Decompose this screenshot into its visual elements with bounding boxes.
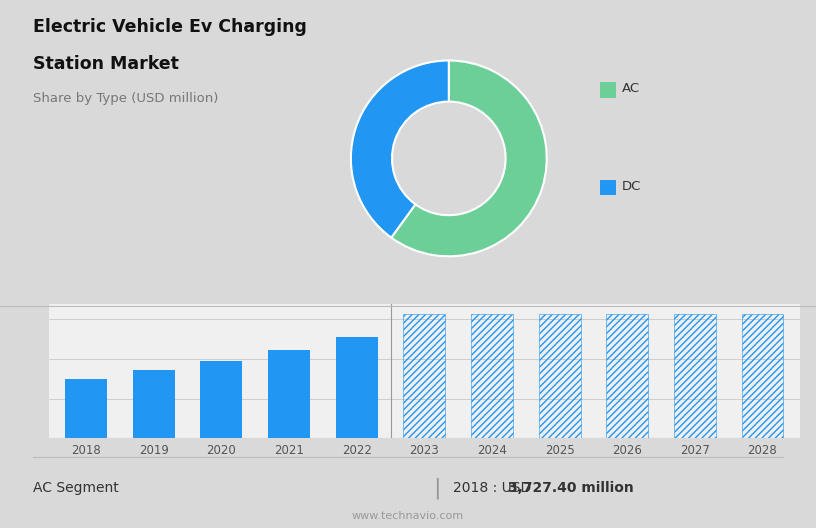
Bar bbox=[742, 314, 783, 438]
Bar bbox=[606, 314, 648, 438]
Bar bbox=[674, 314, 716, 438]
Text: 2018 : USD: 2018 : USD bbox=[453, 482, 535, 495]
Bar bbox=[335, 337, 378, 438]
Text: 3,727.40 million: 3,727.40 million bbox=[508, 482, 633, 495]
Text: DC: DC bbox=[622, 180, 641, 193]
Bar bbox=[403, 314, 446, 438]
Text: AC: AC bbox=[622, 82, 640, 95]
Text: www.technavio.com: www.technavio.com bbox=[352, 512, 464, 521]
Bar bbox=[65, 379, 107, 438]
Text: AC Segment: AC Segment bbox=[33, 482, 118, 495]
Text: Electric Vehicle Ev Charging: Electric Vehicle Ev Charging bbox=[33, 18, 307, 36]
Wedge shape bbox=[351, 61, 449, 238]
Bar bbox=[539, 314, 580, 438]
Bar bbox=[133, 370, 175, 438]
Text: Share by Type (USD million): Share by Type (USD million) bbox=[33, 92, 218, 106]
Text: Station Market: Station Market bbox=[33, 55, 179, 73]
Bar bbox=[268, 350, 310, 438]
Bar bbox=[201, 361, 242, 438]
Text: |: | bbox=[432, 478, 441, 499]
Bar bbox=[471, 314, 513, 438]
Wedge shape bbox=[391, 61, 547, 256]
